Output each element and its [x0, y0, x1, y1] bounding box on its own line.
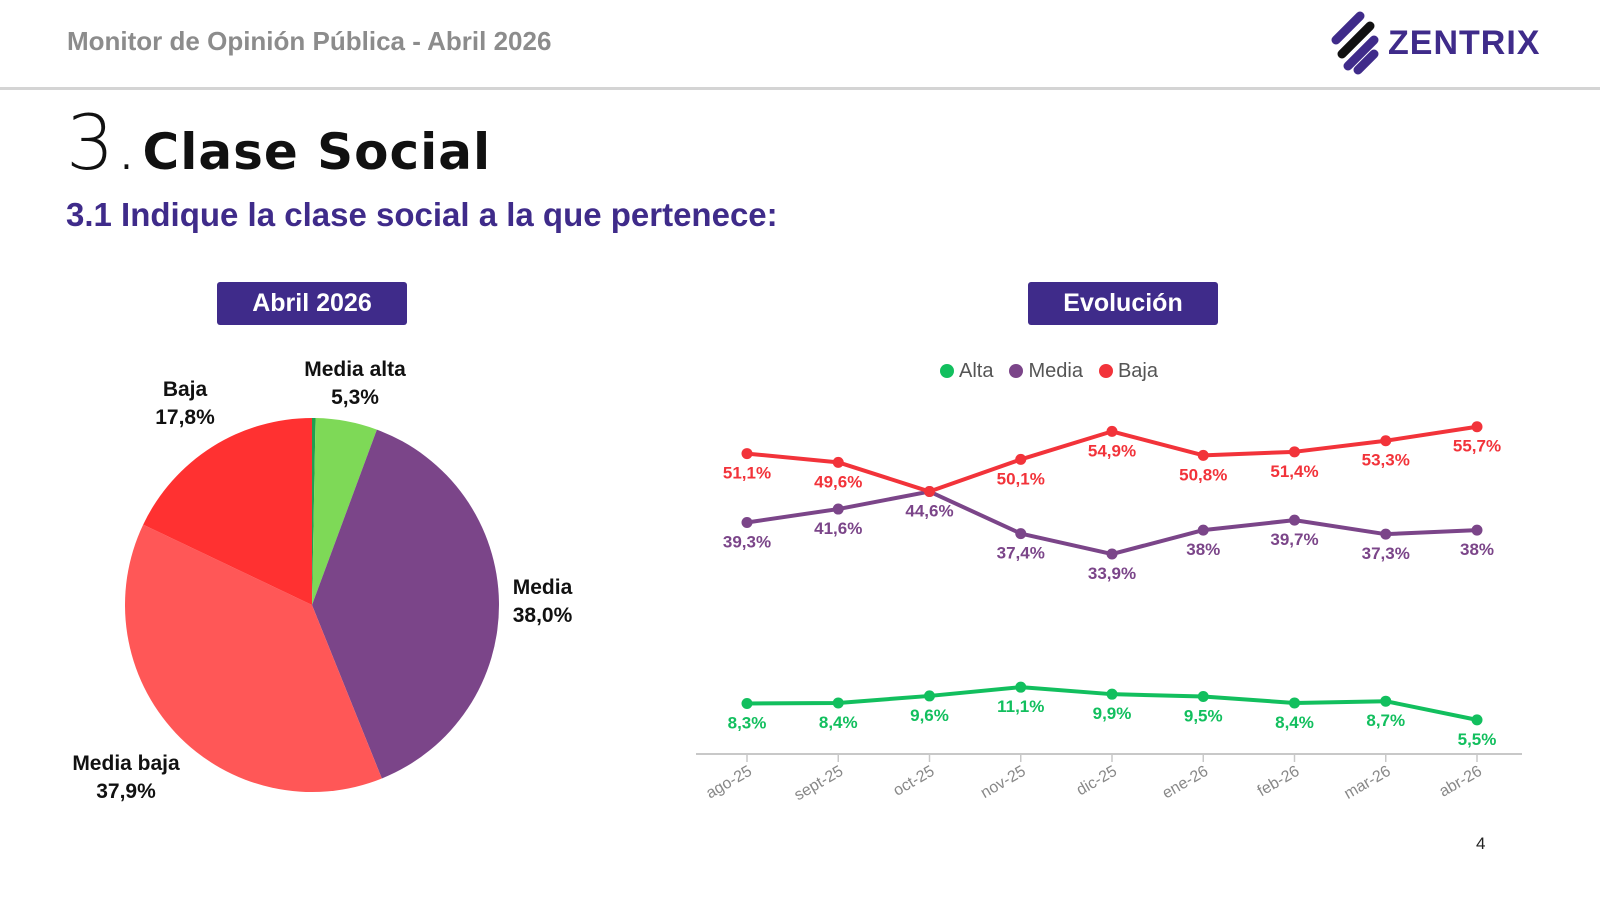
data-label-media: 38%	[1186, 540, 1220, 559]
x-tick-label: nov-25	[978, 763, 1029, 802]
data-label-baja: 53,3%	[1362, 451, 1410, 470]
question-subtitle: 3.1 Indique la clase social a la que per…	[66, 196, 778, 233]
data-label-media: 44,6%	[905, 502, 953, 521]
x-tick-label: mar-26	[1341, 763, 1393, 803]
pie-slice-alta	[312, 418, 316, 605]
data-label-baja: 51,1%	[723, 464, 771, 483]
line-chart-legend: Alta Media Baja	[940, 360, 1158, 383]
pie-label-media-alta: Media alta 5,3%	[304, 358, 406, 409]
data-point-baja	[832, 456, 844, 468]
data-point-alta	[1197, 691, 1209, 703]
data-point-media	[1289, 514, 1300, 526]
data-label-media: 39,7%	[1270, 530, 1318, 549]
section-number: 3.	[66, 98, 139, 187]
data-point-media	[1380, 528, 1392, 540]
data-point-alta	[832, 697, 844, 709]
pie-slice-baja	[143, 418, 312, 605]
data-label-alta: 8,4%	[819, 713, 858, 732]
data-point-media	[832, 503, 844, 515]
data-point-media	[1471, 524, 1483, 536]
pie-chart-title: Abril 2026	[217, 282, 407, 325]
data-label-alta: 5,5%	[1458, 730, 1497, 749]
data-point-baja	[924, 486, 935, 498]
series-line-baja	[746, 424, 1478, 494]
data-point-baja	[1289, 446, 1300, 458]
x-tick-label: ene-26	[1160, 763, 1212, 803]
logo-text: ZENTRIX	[1388, 23, 1541, 62]
logo-mark-icon	[1331, 11, 1379, 75]
data-point-baja	[1471, 421, 1483, 433]
header-title: Monitor de Opinión Pública - Abril 2026	[67, 26, 552, 56]
data-point-alta	[1015, 681, 1027, 693]
data-point-media	[1197, 524, 1209, 536]
data-point-baja	[1106, 425, 1118, 437]
data-point-alta	[741, 698, 753, 710]
data-point-alta	[1289, 697, 1300, 709]
pie-slice-media	[312, 429, 500, 779]
data-label-alta: 8,7%	[1366, 711, 1405, 730]
x-tick-label: dic-25	[1074, 763, 1120, 800]
x-tick-label: sept-25	[792, 763, 847, 804]
x-tick-label: abr-26	[1436, 763, 1485, 801]
data-label-media: 38%	[1460, 540, 1494, 559]
data-label-baja: 54,9%	[1088, 441, 1136, 460]
data-point-alta	[1106, 688, 1118, 700]
data-label-media: 33,9%	[1088, 564, 1136, 583]
data-label-alta: 8,3%	[728, 714, 767, 733]
legend-item-media: Media	[1009, 360, 1083, 383]
pie-slice-media-alta	[312, 418, 377, 605]
data-label-media: 41,6%	[814, 519, 862, 538]
pie-chart	[124, 418, 500, 793]
legend-item-baja: Baja	[1098, 360, 1158, 383]
page-number: 4	[1476, 834, 1486, 853]
data-point-media	[924, 486, 935, 498]
data-label-alta: 9,6%	[910, 706, 949, 725]
data-point-baja	[1015, 453, 1027, 465]
data-point-alta	[1380, 695, 1392, 707]
data-label-alta: 8,4%	[1275, 713, 1314, 732]
pie-label-baja: Baja 17,8%	[155, 378, 215, 429]
data-point-media	[1106, 548, 1118, 560]
header-divider	[0, 87, 1600, 90]
line-chart-title: Evolución	[1028, 282, 1218, 325]
data-point-baja	[1197, 449, 1209, 461]
section-title: Clase Social	[142, 123, 492, 181]
series-line-alta	[746, 685, 1478, 722]
data-label-baja: 50,8%	[1179, 465, 1227, 484]
data-label-baja: 51,4%	[1270, 462, 1318, 481]
zentrix-logo: ZENTRIX	[1330, 10, 1540, 76]
pie-label-media: Media 38,0%	[512, 576, 573, 627]
data-label-media: 37,4%	[997, 544, 1045, 563]
data-label-alta: 11,1%	[997, 697, 1044, 716]
data-label-baja: 55,7%	[1453, 437, 1501, 456]
pie-slice-media-baja	[124, 524, 382, 793]
data-label-alta: 9,9%	[1093, 704, 1132, 723]
data-label-baja: 50,1%	[997, 469, 1045, 488]
data-point-media	[741, 516, 753, 528]
data-point-baja	[1380, 435, 1392, 447]
data-label-media: 39,3%	[723, 532, 771, 551]
x-tick-label: feb-26	[1255, 763, 1303, 800]
data-point-media	[1015, 528, 1027, 540]
data-point-baja	[741, 448, 753, 460]
legend-item-alta: Alta	[940, 360, 993, 383]
data-label-media: 37,3%	[1362, 544, 1410, 563]
section-heading: 3. Clase Social	[66, 98, 491, 187]
series-line-media	[746, 489, 1478, 557]
data-point-alta	[1471, 714, 1483, 726]
pie-label-media-baja: Media baja 37,9%	[72, 752, 180, 803]
x-tick-label: ago-25	[703, 763, 755, 803]
data-label-baja: 49,6%	[814, 472, 862, 491]
data-point-alta	[924, 690, 935, 702]
data-label-alta: 9,5%	[1184, 707, 1223, 726]
x-tick-label: oct-25	[890, 763, 937, 800]
